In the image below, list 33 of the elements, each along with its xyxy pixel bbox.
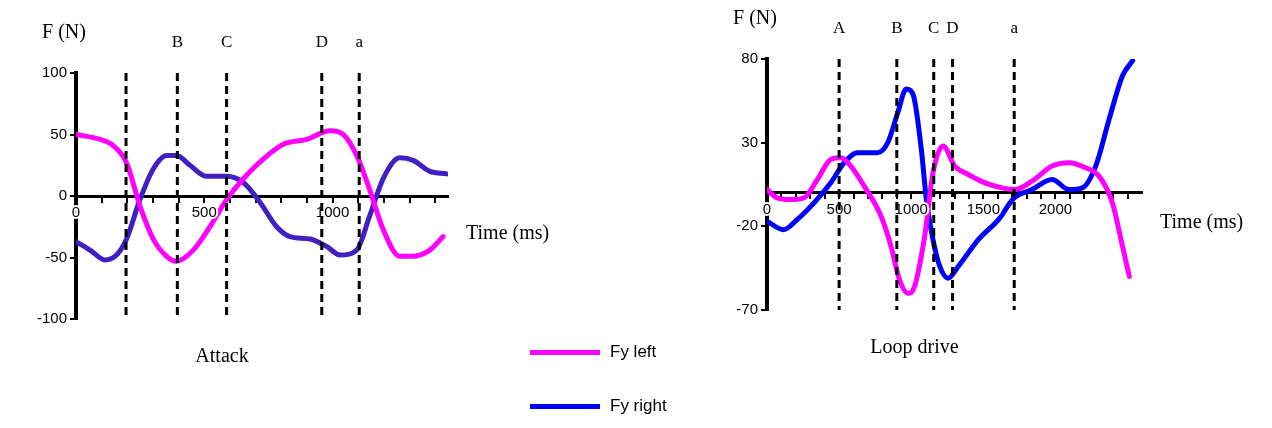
- text: Loop drive: [870, 335, 959, 359]
- x-axis-title: Time (ms): [1160, 209, 1244, 233]
- y-tick-label: -100: [36, 309, 67, 327]
- y-tick-label: 50: [50, 124, 67, 142]
- y-tick-label: -50: [45, 247, 67, 265]
- text: Attack: [195, 344, 249, 367]
- y-tick-label: 30: [741, 132, 758, 150]
- x-tick-label: 500: [826, 200, 852, 218]
- ref-line-label: A: [832, 18, 846, 38]
- x-axis-title: Time (ms): [466, 221, 550, 245]
- x-tick-label: 2000: [1038, 200, 1073, 218]
- x-tick-label: 0: [71, 203, 81, 221]
- ref-line-label: a: [355, 32, 364, 52]
- y-tick-label: 80: [741, 49, 758, 67]
- y-tick-label: 0: [58, 186, 67, 204]
- y-tick-label: -70: [736, 300, 758, 318]
- ref-line-label: D: [315, 32, 328, 52]
- legend-label: Fy right: [610, 396, 667, 416]
- y-tick-label: 100: [41, 63, 67, 81]
- ref-line-label: D: [946, 18, 959, 38]
- y-axis-title: F (N): [42, 20, 86, 44]
- x-tick-label: 500: [191, 203, 217, 221]
- ref-line-label: B: [171, 32, 184, 52]
- x-tick-label: 1500: [966, 200, 1001, 218]
- x-tick-label: 1000: [315, 203, 350, 221]
- y-tick-label: -20: [736, 216, 758, 234]
- ref-line-label: C: [928, 18, 940, 38]
- ref-line-label: B: [891, 18, 903, 38]
- x-tick-label: 0: [762, 200, 772, 218]
- ref-line-label: C: [220, 32, 233, 52]
- ref-line-label: a: [1010, 18, 1019, 38]
- y-axis-title: F (N): [733, 6, 777, 30]
- legend-label: Fy left: [610, 342, 657, 362]
